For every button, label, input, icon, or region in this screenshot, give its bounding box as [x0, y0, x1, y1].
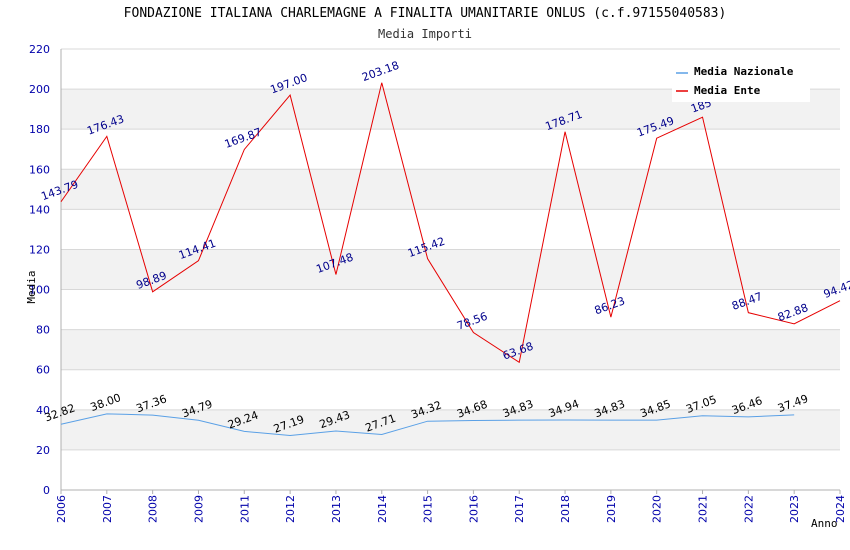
- data-label: 82.88: [776, 301, 810, 324]
- x-tick-label: 2007: [101, 495, 114, 523]
- y-tick-label: 200: [29, 83, 50, 96]
- x-tick-labels: 2006 2007 2008 2009 2011 2012 2013 2014 2015 2016…: [55, 495, 847, 523]
- x-tick-label: 2023: [788, 495, 801, 523]
- y-tick-label: 60: [36, 364, 50, 377]
- y-tick-label: 160: [29, 163, 50, 176]
- axes: [60, 49, 841, 494]
- y-tick-label: 180: [29, 123, 50, 136]
- y-tick-label: 20: [36, 444, 50, 457]
- series-line-nazionale: [60, 413, 795, 436]
- y-axis-label: Media: [25, 270, 38, 303]
- x-tick-label: 2017: [513, 495, 526, 523]
- x-tick-label: 2013: [330, 495, 343, 523]
- legend: Media Nazionale Media Ente: [672, 60, 810, 102]
- x-tick-label: 2020: [651, 495, 664, 523]
- y-tick-label: 0: [43, 484, 50, 497]
- x-tick-label: 2015: [422, 495, 435, 523]
- x-tick-label: 2012: [284, 495, 297, 523]
- x-tick-label: 2022: [742, 495, 755, 523]
- series-line-ente: [60, 82, 841, 364]
- y-tick-label: 140: [29, 203, 50, 216]
- y-tick-label: 80: [36, 324, 50, 337]
- grid-band: [61, 249, 840, 290]
- x-tick-label: 2014: [376, 495, 389, 523]
- x-tick-label: 2024: [834, 495, 847, 523]
- background-bands: [61, 89, 840, 450]
- y-tick-labels: 0 20 40 60 80 100 120 140 160 180 200 220: [29, 43, 50, 497]
- y-tick-label: 100: [29, 284, 50, 297]
- x-tick-label: 2016: [467, 495, 480, 523]
- data-label: 203.18: [360, 59, 401, 84]
- legend-box: [672, 60, 810, 102]
- chart-title: FONDAZIONE ITALIANA CHARLEMAGNE A FINALI…: [123, 6, 727, 21]
- legend-label-nazionale: Media Nazionale: [694, 65, 794, 78]
- series-lines: [60, 82, 841, 436]
- legend-label-ente: Media Ente: [694, 84, 761, 97]
- x-tick-label: 2021: [697, 495, 710, 523]
- y-tick-label: 40: [36, 404, 50, 417]
- chart-subtitle: Media Importi: [378, 27, 472, 41]
- x-tick-label: 2006: [55, 495, 68, 523]
- x-tick-label: 2019: [605, 495, 618, 523]
- x-tick-label: 2011: [238, 495, 251, 523]
- x-tick-label: 2008: [147, 495, 160, 523]
- x-axis-label: Anno: [811, 517, 838, 530]
- y-tick-label: 120: [29, 243, 50, 256]
- grid-band: [61, 169, 840, 210]
- grid-band: [61, 409, 840, 450]
- grid-band: [61, 329, 840, 370]
- x-tick-label: 2018: [559, 495, 572, 523]
- y-tick-label: 220: [29, 43, 50, 56]
- x-tick-label: 2009: [192, 495, 205, 523]
